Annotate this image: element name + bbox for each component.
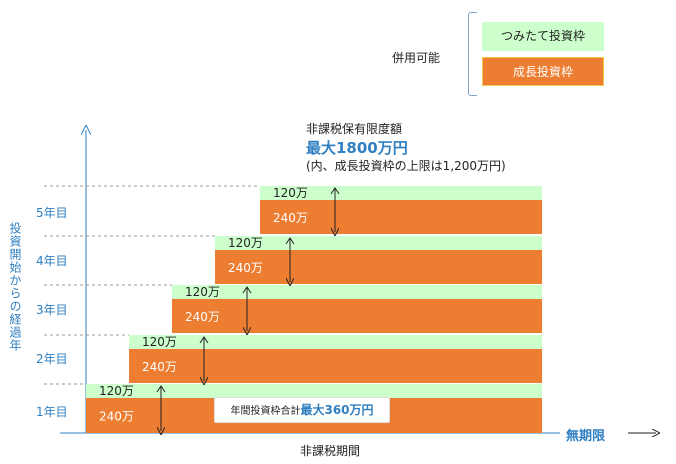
growth-value-label: 240万 [228, 261, 263, 275]
limit-title: 非課税保有限度額 [306, 122, 403, 136]
limit-annotation: 非課税保有限度額 最大1800万円 (内、成長投資枠の上限は1,200万円) [306, 121, 506, 175]
growth-bar [129, 349, 542, 383]
annual-total-amount: 最大360万円 [300, 403, 374, 417]
annual-total-box: 年間投資枠合計最大360万円 [214, 397, 390, 423]
tsumitate-value-label: 120万 [228, 236, 263, 250]
y-tick-1: 1年目 [36, 405, 68, 419]
tsumitate-value-label: 120万 [273, 186, 308, 200]
tsumitate-value-label: 120万 [99, 384, 134, 398]
y-axis-label: 投資開始からの経過年 [8, 222, 22, 352]
legend-title: 併用可能 [392, 51, 441, 65]
growth-value-label: 240万 [185, 310, 220, 324]
limit-note: (内、成長投資枠の上限は1,200万円) [306, 159, 506, 173]
tsumitate-value-label: 120万 [185, 285, 220, 299]
tsumitate-bar [129, 335, 542, 349]
y-tick-2: 2年目 [36, 352, 68, 366]
step-arrow-head [285, 237, 295, 245]
tsumitate-value-label: 120万 [142, 335, 177, 349]
growth-bar [215, 250, 542, 284]
growth-value-label: 240万 [99, 410, 134, 424]
tsumitate-bar [172, 285, 542, 299]
step-arrow-head [199, 336, 209, 344]
y-tick-5: 5年目 [36, 206, 68, 220]
growth-bar [172, 299, 542, 333]
growth-value-label: 240万 [273, 211, 308, 225]
growth-bar [260, 200, 542, 234]
limit-amount: 最大1800万円 [306, 139, 408, 157]
step-arrow-head [330, 187, 340, 195]
step-arrow-head [156, 385, 166, 393]
tsumitate-bar [86, 384, 542, 398]
legend-bracket [468, 12, 477, 96]
unlimited-label: 無期限 [566, 429, 606, 444]
x-axis-label: 非課税期間 [300, 444, 361, 458]
growth-value-label: 240万 [142, 360, 177, 374]
annual-total-label: 年間投資枠合計 [230, 406, 301, 417]
legend-tsumitate: つみたて投資枠 [482, 22, 604, 51]
y-tick-3: 3年目 [36, 303, 68, 317]
tsumitate-bar [260, 186, 542, 200]
tsumitate-bar [215, 236, 542, 250]
y-tick-4: 4年目 [36, 254, 68, 268]
step-arrow-head [242, 286, 252, 294]
legend-growth: 成長投資枠 [482, 57, 604, 86]
